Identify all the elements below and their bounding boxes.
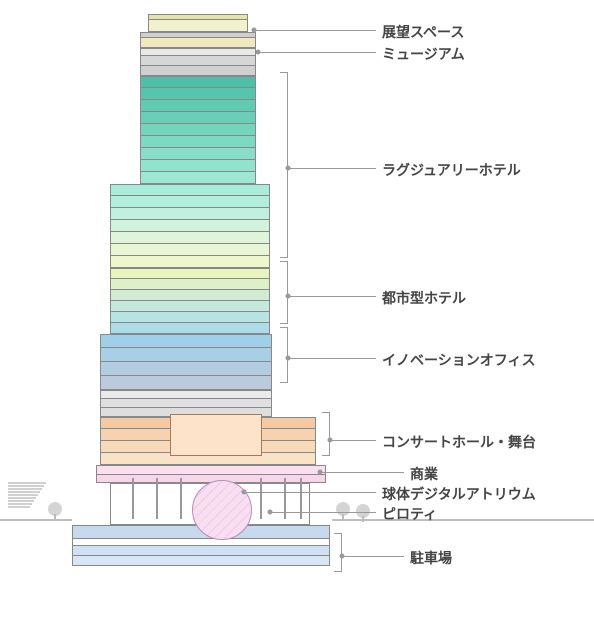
floor-urban-hotel [110,312,270,323]
pilotis-column [180,478,182,519]
floor-transition [100,390,272,399]
leader-digital_atrium [244,492,376,493]
leader-museum [258,52,376,53]
floor-innovation-office [100,348,272,362]
floor-urban-hotel [110,323,270,334]
floor-innovation-office [100,362,272,376]
floor-innovation-office [100,334,272,348]
leader-innovation_office [288,358,376,359]
floor-urban-hotel [110,301,270,312]
bracket-urban_hotel [280,261,288,324]
floor-urban-hotel [110,268,270,279]
ground-line-right [332,519,594,521]
floor-observation [140,38,256,48]
floor-luxury-hotel-bottom [110,196,270,208]
concert-hall-stage-box [170,414,262,456]
tree-icon [48,502,62,520]
floor-parking [72,546,330,556]
floor-museum [140,66,256,76]
floor-luxury-hotel-bottom [110,244,270,256]
floor-innovation-office [100,376,272,390]
leader-dot-digital_atrium [242,490,247,495]
context-building-left [8,482,46,508]
floor-observation-cap [148,20,248,32]
leader-observation [254,30,376,31]
bracket-concert_hall [322,412,330,456]
floor-luxury-hotel-top [140,88,256,100]
floor-luxury-hotel-top [140,124,256,136]
label-museum: ミュージアム [382,44,465,64]
floor-luxury-hotel-bottom [110,208,270,220]
leader-dot-museum [256,50,261,55]
diagram-canvas: 展望スペース ミュージアム ラグジュアリーホテル 都市型ホテル イノベーションオ… [0,0,594,630]
floor-urban-hotel [110,290,270,301]
floor-luxury-hotel-top [140,100,256,112]
label-luxury-hotel: ラグジュアリーホテル [382,160,521,180]
floor-luxury-hotel-top [140,112,256,124]
floor-museum [140,56,256,66]
leader-dot-luxury_hotel [286,166,291,171]
label-parking: 駐車場 [410,548,452,568]
bracket-parking [334,533,342,572]
label-digital-atrium: 球体デジタルアトリウム [382,484,536,504]
pilotis-column [260,478,262,519]
leader-parking [342,556,404,557]
leader-dot-pilotis [268,510,273,515]
label-commercial: 商業 [410,464,438,484]
floor-parking [72,556,330,566]
label-observation: 展望スペース [382,22,464,42]
floor-luxury-hotel-top [140,76,256,88]
floor-luxury-hotel-bottom [110,220,270,232]
label-urban-hotel: 都市型ホテル [382,288,466,308]
pilotis-column [132,478,134,519]
floor-parking [72,539,330,546]
leader-dot-observation [252,28,257,33]
floor-luxury-hotel-bottom [110,232,270,244]
leader-dot-urban_hotel [286,294,291,299]
floor-luxury-hotel-top [140,136,256,148]
leader-concert_hall [330,440,376,441]
leader-dot-concert_hall [328,438,333,443]
floor-museum [140,48,256,56]
floor-urban-hotel [110,279,270,290]
pilotis-column [156,478,158,519]
leader-urban_hotel [288,296,376,297]
label-innovation-office: イノベーションオフィス [382,350,535,370]
leader-dot-commercial [318,470,323,475]
floor-luxury-hotel-top [140,172,256,184]
leader-pilotis [270,512,376,513]
tree-icon [356,504,370,522]
floor-luxury-hotel-bottom [110,184,270,196]
floor-transition [100,399,272,408]
floor-luxury-hotel-top [140,148,256,160]
leader-commercial [320,472,404,473]
leader-dot-innovation_office [286,356,291,361]
floor-luxury-hotel-top [140,160,256,172]
floor-luxury-hotel-bottom [110,256,270,268]
leader-luxury_hotel [288,168,376,169]
tree-icon [336,502,350,520]
label-pilotis: ピロティ [382,504,437,524]
leader-dot-parking [340,554,345,559]
floor-commercial [96,465,326,475]
label-concert-hall: コンサートホール・舞台 [382,432,536,452]
